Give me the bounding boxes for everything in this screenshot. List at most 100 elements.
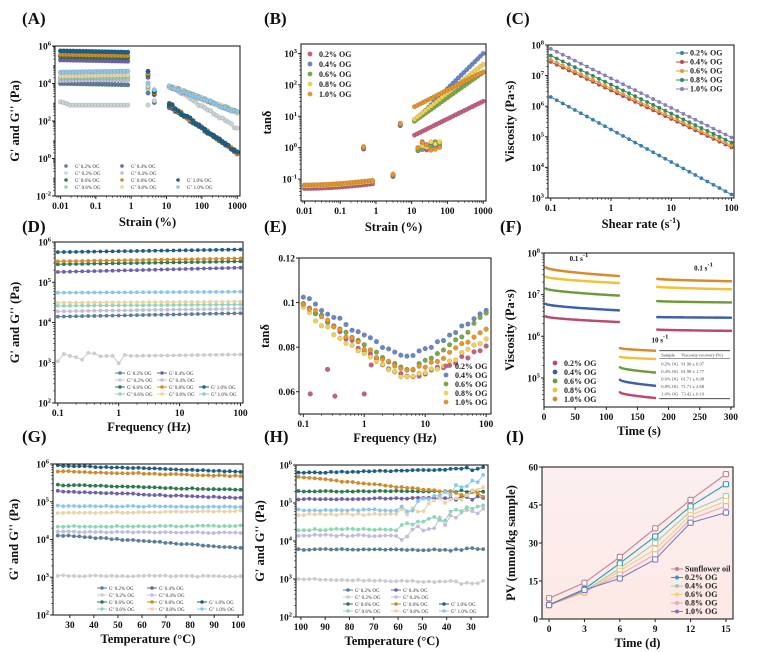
x-axis-title-part1: Shear rate (s <box>602 217 670 231</box>
data-point <box>232 265 237 270</box>
data-point <box>475 480 480 485</box>
data-point <box>222 524 227 528</box>
data-point <box>432 498 437 503</box>
data-point <box>465 321 471 327</box>
legend-label: 0.6% OG <box>690 67 722 76</box>
data-point <box>729 143 734 148</box>
data-point <box>356 497 361 502</box>
chart-panel-h: (H) 100 90 80 70 60 50 40 30 102 103 104 105 106 Temp… <box>253 425 506 652</box>
legend-label: G' 0.2% OG <box>127 372 152 377</box>
data-point <box>693 173 698 177</box>
data-point <box>220 266 225 271</box>
data-point <box>465 346 471 352</box>
data-point <box>147 524 152 529</box>
data-point <box>454 466 458 471</box>
data-point <box>195 266 200 271</box>
data-point <box>183 248 188 253</box>
legend-item: G'' 0.4% OG <box>391 595 429 601</box>
data-point <box>61 290 66 295</box>
data-point <box>184 486 189 491</box>
data-point <box>74 290 78 295</box>
data-point <box>92 351 97 356</box>
data-point <box>591 73 595 78</box>
data-point <box>125 504 130 508</box>
data-point <box>165 300 170 304</box>
legend-item: G' 0.6% OG <box>64 178 100 184</box>
legend-label: G'' 0.6% OG <box>75 186 101 191</box>
data-point <box>483 336 489 342</box>
data-point <box>388 484 393 489</box>
data-point <box>86 261 91 266</box>
data-point <box>301 528 306 533</box>
y-tick-label-base: 10 <box>531 103 541 113</box>
data-point <box>80 300 85 305</box>
data-point <box>228 121 234 127</box>
legend-marker <box>307 91 313 97</box>
data-point <box>394 528 399 533</box>
data-point <box>432 488 437 493</box>
series-line <box>55 463 243 474</box>
data-point <box>179 510 184 514</box>
data-point <box>55 529 60 534</box>
data-point <box>432 526 437 531</box>
data-point <box>356 527 361 532</box>
data-point <box>383 579 388 583</box>
data-point <box>318 476 323 481</box>
data-point <box>217 495 221 500</box>
data-point <box>301 548 306 552</box>
data-point <box>343 321 349 328</box>
data-point <box>72 504 76 508</box>
data-point <box>159 267 164 272</box>
data-point <box>86 249 91 254</box>
data-point <box>323 547 328 551</box>
x-axis-title: Time (d) <box>615 636 661 650</box>
data-point <box>428 344 434 350</box>
data-point <box>168 494 173 498</box>
x-tick-label: 30 <box>65 621 75 631</box>
y-tick-label: 102 <box>38 398 51 410</box>
data-point <box>66 529 71 534</box>
y-tick-label-base: 10 <box>279 462 289 472</box>
data-point <box>234 149 240 155</box>
data-point <box>388 533 393 538</box>
data-point <box>723 132 728 137</box>
data-point <box>222 545 227 549</box>
y-tick-label-base: 10 <box>531 133 541 143</box>
x-tick-label: 100 <box>233 409 248 419</box>
legend-label: G'' 0.8% OG <box>403 610 429 615</box>
data-point <box>578 61 583 66</box>
legend-label: G'' 0.2% OG <box>75 172 101 177</box>
data-point <box>416 486 420 491</box>
data-point <box>147 466 152 471</box>
y-axis-title: G' and G'' (Pa) <box>8 282 22 364</box>
data-point <box>74 269 78 274</box>
data-point <box>416 495 420 500</box>
y-tick-label: 60 <box>529 464 539 474</box>
data-point <box>428 139 434 145</box>
data-point <box>379 344 386 351</box>
data-point <box>301 533 306 538</box>
legend-label: G' 0.6% OG <box>109 601 134 606</box>
y-axis-title: tanδ <box>260 110 274 134</box>
legend: G' 0.2% OG G' 0.4% OGG'' 0.2% OG G'' 0.4% … <box>343 588 477 615</box>
x-tick-label: 10 <box>420 420 430 430</box>
legend-item: G' 0.4% OG <box>120 164 156 170</box>
data-point <box>82 490 87 495</box>
data-point <box>603 73 607 78</box>
y-tick-label: 103 <box>531 193 545 205</box>
data-point <box>174 486 178 491</box>
data-point <box>195 473 200 477</box>
data-point <box>183 312 188 317</box>
legend-label: 0.6% OG <box>564 377 596 386</box>
data-point <box>177 248 182 253</box>
data-point <box>481 506 486 511</box>
x-tick-label: 50 <box>418 623 428 633</box>
data-point <box>238 504 243 509</box>
data-point <box>195 542 200 547</box>
data-point <box>627 137 631 142</box>
data-point <box>388 579 393 584</box>
series-line <box>548 46 734 140</box>
data-point <box>98 249 103 254</box>
data-point <box>392 363 398 369</box>
